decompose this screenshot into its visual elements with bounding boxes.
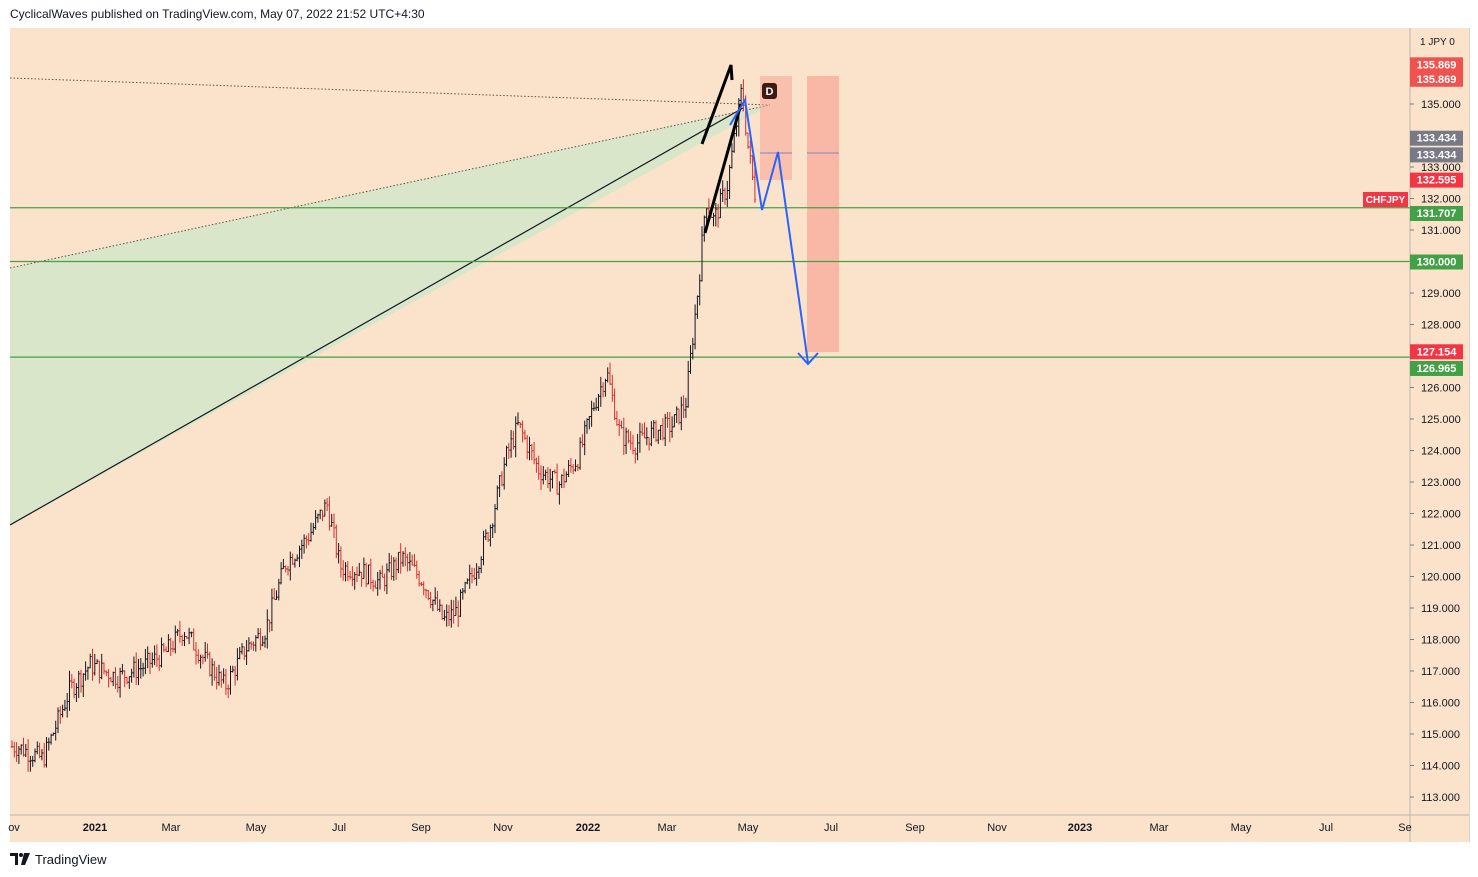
price-label-badge: 130.000 [1410,254,1463,270]
symbol-tag-text: CHFJPY [1366,195,1406,206]
price-tick-label: 135.000 [1421,99,1461,111]
time-tick-label: Nov [493,822,513,834]
price-label-text: 130.000 [1417,257,1457,269]
price-tick-label: 122.000 [1421,509,1461,521]
price-label-bg [1410,71,1463,87]
price-label-badge: 135.869 [1410,57,1463,73]
price-label-badge: 126.965 [1410,360,1463,376]
price-label-badge: 135.869 [1410,71,1463,87]
price-label-badge: 133.434 [1410,130,1463,146]
price-tick-label: 126.000 [1421,383,1461,395]
price-tick-label: 123.000 [1421,477,1461,489]
time-tick-label: Nov [987,822,1007,834]
price-label-text: 135.869 [1417,74,1457,86]
price-tick-label: 132.000 [1421,194,1461,206]
large-target-zone [807,76,839,352]
price-label-bg [1410,254,1463,270]
price-tick-label: 118.000 [1421,635,1460,647]
top-dotted-trendline [10,77,771,106]
time-tick-label: 2021 [83,822,107,834]
footer: TradingView [10,848,107,870]
footer-brand[interactable]: TradingView [35,851,107,867]
price-label-badge: 132.595 [1410,172,1463,188]
time-tick-label: May [246,822,267,834]
wedge-fill [10,105,770,525]
time-tick-label: Jul [824,822,838,834]
pattern-marker-d: D [762,83,777,99]
wedge-upper-dotted-line [10,104,771,269]
marker-d-badge [762,83,777,99]
time-tick-label: Jul [1319,822,1333,834]
time-tick-label: Sep [411,822,431,834]
price-tick-label: 119.000 [1421,603,1460,615]
price-tick-label: 116.000 [1421,698,1460,710]
price-tick-label: 120.000 [1421,572,1461,584]
tradingview-logo-icon[interactable] [10,853,30,865]
price-label-text: 126.965 [1417,363,1457,375]
price-label-bg [1410,344,1463,360]
time-tick-label: ov [8,822,20,834]
rising-wedge-lower [703,103,743,234]
price-tick-label: 124.000 [1421,446,1461,458]
chart-frame[interactable] [10,28,1470,842]
time-tick-label: 2023 [1068,822,1092,834]
price-tick-label: 121.000 [1421,540,1461,552]
time-tick-label: Sep [905,822,925,834]
time-tick-label: Jul [332,822,346,834]
price-tick-label: 125.000 [1421,414,1461,426]
price-tick-label: 113.000 [1421,792,1460,804]
price-label-badge: 131.707 [1410,205,1463,221]
publisher-header: CyclicalWaves published on TradingView.c… [0,0,1478,28]
price-tick-label: 114.000 [1421,761,1460,773]
time-tick-label: May [1231,822,1252,834]
projection-arrow-head [797,352,819,366]
time-tick-label: May [738,822,759,834]
chart-background [10,28,1469,842]
time-tick-label: Mar [162,822,181,834]
price-label-badge: 127.154 [1410,344,1463,360]
projected-path-line [729,97,809,364]
price-tick-label: 129.000 [1421,288,1461,300]
price-bars [10,79,757,772]
rising-wedge-upper [700,64,734,145]
time-tick-label: Mar [1150,822,1169,834]
price-label-bg [1410,172,1463,188]
price-tick-label: 133.000 [1421,162,1461,174]
time-tick-label: Se [1398,822,1411,834]
price-label-text: 133.434 [1417,133,1458,145]
symbol-tag: CHFJPY [1363,192,1408,207]
price-label-text: 131.707 [1417,208,1457,220]
price-label-text: 133.434 [1417,149,1458,161]
price-tick-label: 128.000 [1421,320,1461,332]
price-label-bg [1410,360,1463,376]
price-tick-label: 131.000 [1421,225,1461,237]
time-tick-label: 2022 [576,822,600,834]
price-label-text: 135.869 [1417,59,1457,71]
price-label-bg [1410,57,1463,73]
plot-area [10,64,1410,772]
time-tick-label: Mar [658,822,677,834]
symbol-tag-bg [1363,192,1408,207]
price-label-bg [1410,130,1463,146]
price-tick-label: 117.000 [1421,666,1460,678]
price-label-text: 127.154 [1417,346,1458,358]
price-label-bg [1410,147,1463,163]
price-label-text: 132.595 [1417,175,1457,187]
wedge-lower-line [10,107,744,526]
price-label-badge: 133.434 [1410,147,1463,163]
marker-d-label: D [766,86,774,98]
price-label-bg [1410,205,1463,221]
price-tick-label: 115.000 [1421,729,1460,741]
price-axis-currency: 1 JPY 0 [1420,37,1455,48]
publisher-line: CyclicalWaves published on TradingView.c… [10,7,425,21]
